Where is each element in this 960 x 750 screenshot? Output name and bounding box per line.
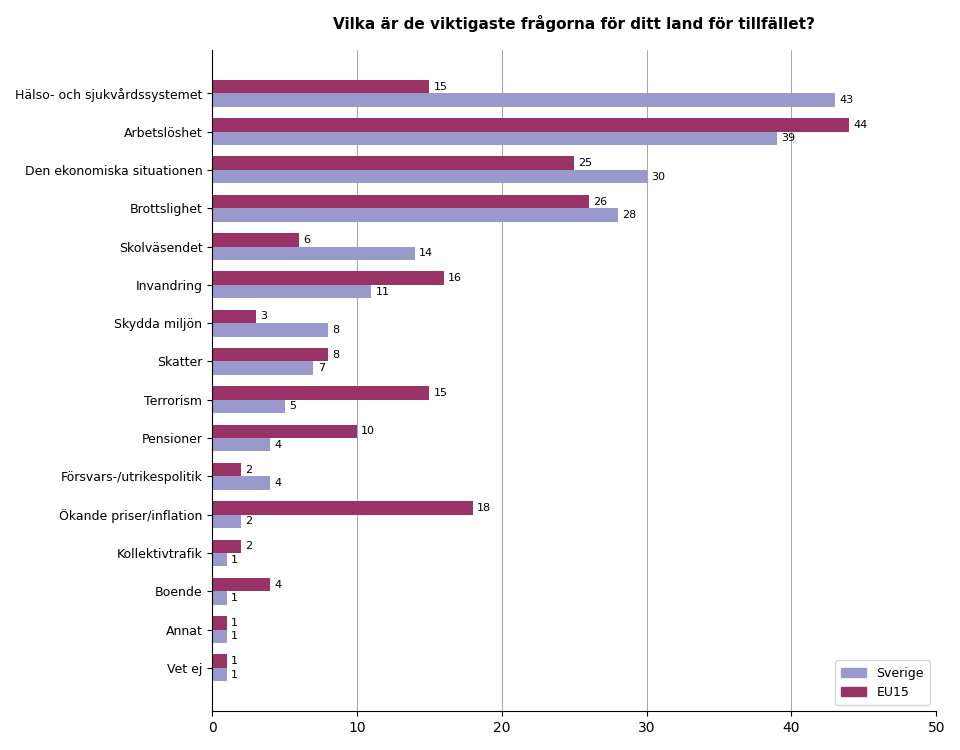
- Bar: [212, 348, 328, 361]
- Bar: [212, 118, 850, 131]
- Text: 2: 2: [246, 516, 252, 526]
- Text: 43: 43: [839, 95, 853, 105]
- Text: 1: 1: [231, 656, 238, 666]
- Text: 2: 2: [246, 464, 252, 475]
- Bar: [212, 93, 835, 106]
- Bar: [212, 310, 255, 323]
- Text: 7: 7: [318, 363, 324, 373]
- Text: 18: 18: [477, 503, 492, 513]
- Text: 16: 16: [448, 273, 462, 283]
- Text: 4: 4: [275, 478, 281, 488]
- Text: 26: 26: [593, 196, 607, 206]
- Text: 11: 11: [375, 286, 390, 296]
- Text: 4: 4: [275, 440, 281, 450]
- Bar: [212, 616, 227, 629]
- Bar: [212, 285, 372, 298]
- Text: 25: 25: [579, 158, 592, 168]
- Bar: [212, 209, 617, 221]
- Text: 30: 30: [651, 172, 665, 182]
- Text: 15: 15: [434, 388, 447, 398]
- Bar: [212, 438, 270, 452]
- Title: Vilka är de viktigaste frågorna för ditt land för tillfället?: Vilka är de viktigaste frågorna för ditt…: [333, 15, 815, 32]
- Bar: [212, 578, 270, 591]
- Text: 15: 15: [434, 82, 447, 92]
- Bar: [212, 629, 227, 643]
- Text: 3: 3: [260, 311, 267, 322]
- Text: 39: 39: [781, 134, 796, 143]
- Text: 1: 1: [231, 554, 238, 565]
- Text: 14: 14: [420, 248, 433, 258]
- Bar: [212, 553, 227, 566]
- Bar: [212, 131, 777, 145]
- Bar: [212, 424, 357, 438]
- Bar: [212, 272, 444, 285]
- Text: 1: 1: [231, 618, 238, 628]
- Text: 1: 1: [231, 593, 238, 603]
- Bar: [212, 233, 299, 247]
- Text: 4: 4: [275, 580, 281, 590]
- Bar: [212, 476, 270, 490]
- Bar: [212, 80, 429, 93]
- Bar: [212, 591, 227, 604]
- Text: 44: 44: [853, 120, 868, 130]
- Bar: [212, 501, 472, 515]
- Text: 2: 2: [246, 542, 252, 551]
- Bar: [212, 655, 227, 668]
- Bar: [212, 386, 429, 400]
- Bar: [212, 668, 227, 681]
- Bar: [212, 247, 415, 260]
- Bar: [212, 400, 284, 413]
- Bar: [212, 514, 241, 528]
- Text: 8: 8: [332, 350, 340, 360]
- Bar: [212, 157, 574, 170]
- Bar: [212, 195, 588, 208]
- Bar: [212, 323, 328, 337]
- Bar: [212, 463, 241, 476]
- Text: 1: 1: [231, 632, 238, 641]
- Bar: [212, 170, 647, 183]
- Text: 1: 1: [231, 670, 238, 680]
- Text: 8: 8: [332, 325, 340, 334]
- Text: 5: 5: [289, 401, 296, 412]
- Bar: [212, 362, 314, 375]
- Text: 6: 6: [303, 235, 310, 244]
- Text: 28: 28: [622, 210, 636, 220]
- Bar: [212, 539, 241, 553]
- Text: 10: 10: [361, 426, 375, 436]
- Legend: Sverige, EU15: Sverige, EU15: [835, 660, 930, 705]
